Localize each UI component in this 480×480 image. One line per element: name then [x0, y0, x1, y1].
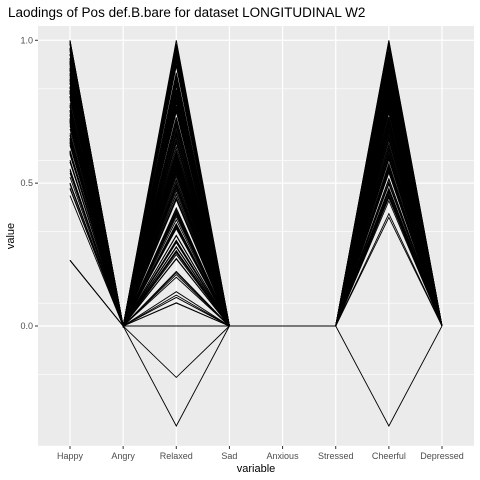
x-tick-label: Depressed	[420, 451, 464, 461]
x-tick-label: Cheerful	[372, 451, 406, 461]
y-tick-label: 0.5	[20, 178, 33, 188]
y-axis-ticks: 0.0 0.5 1.0	[20, 35, 38, 331]
plot-panel	[38, 26, 474, 446]
x-tick-label: Sad	[221, 451, 237, 461]
x-tick-label: Anxious	[267, 451, 300, 461]
y-axis-title: value	[5, 223, 17, 249]
y-tick-label: 0.0	[20, 321, 33, 331]
x-tick-label: Happy	[57, 451, 84, 461]
chart-title: Laodings of Pos def.B.bare for dataset L…	[8, 5, 365, 20]
x-tick-label: Angry	[111, 451, 135, 461]
x-tick-label: Stressed	[318, 451, 354, 461]
y-tick-label: 1.0	[20, 35, 33, 45]
x-axis-ticks: Happy Angry Relaxed Sad Anxious Stressed Cheer…	[57, 446, 464, 461]
x-axis-title: variable	[237, 463, 276, 475]
x-tick-label: Relaxed	[160, 451, 193, 461]
profile-line	[69, 65, 443, 327]
grid-lines	[38, 26, 474, 447]
profile-lines	[69, 40, 443, 427]
